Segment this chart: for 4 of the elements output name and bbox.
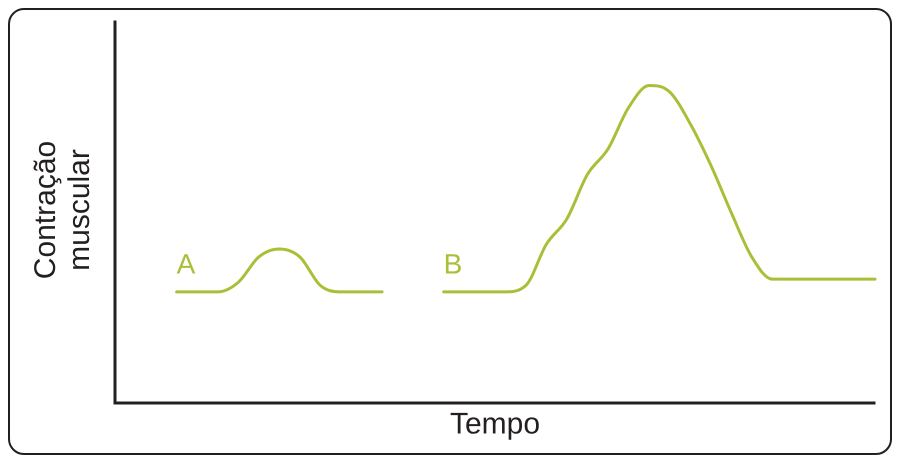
- y-axis-title: Contração muscular: [29, 140, 97, 280]
- x-axis-title: Tempo: [450, 407, 540, 440]
- series-label: A: [176, 248, 196, 280]
- series-label: B: [444, 248, 462, 280]
